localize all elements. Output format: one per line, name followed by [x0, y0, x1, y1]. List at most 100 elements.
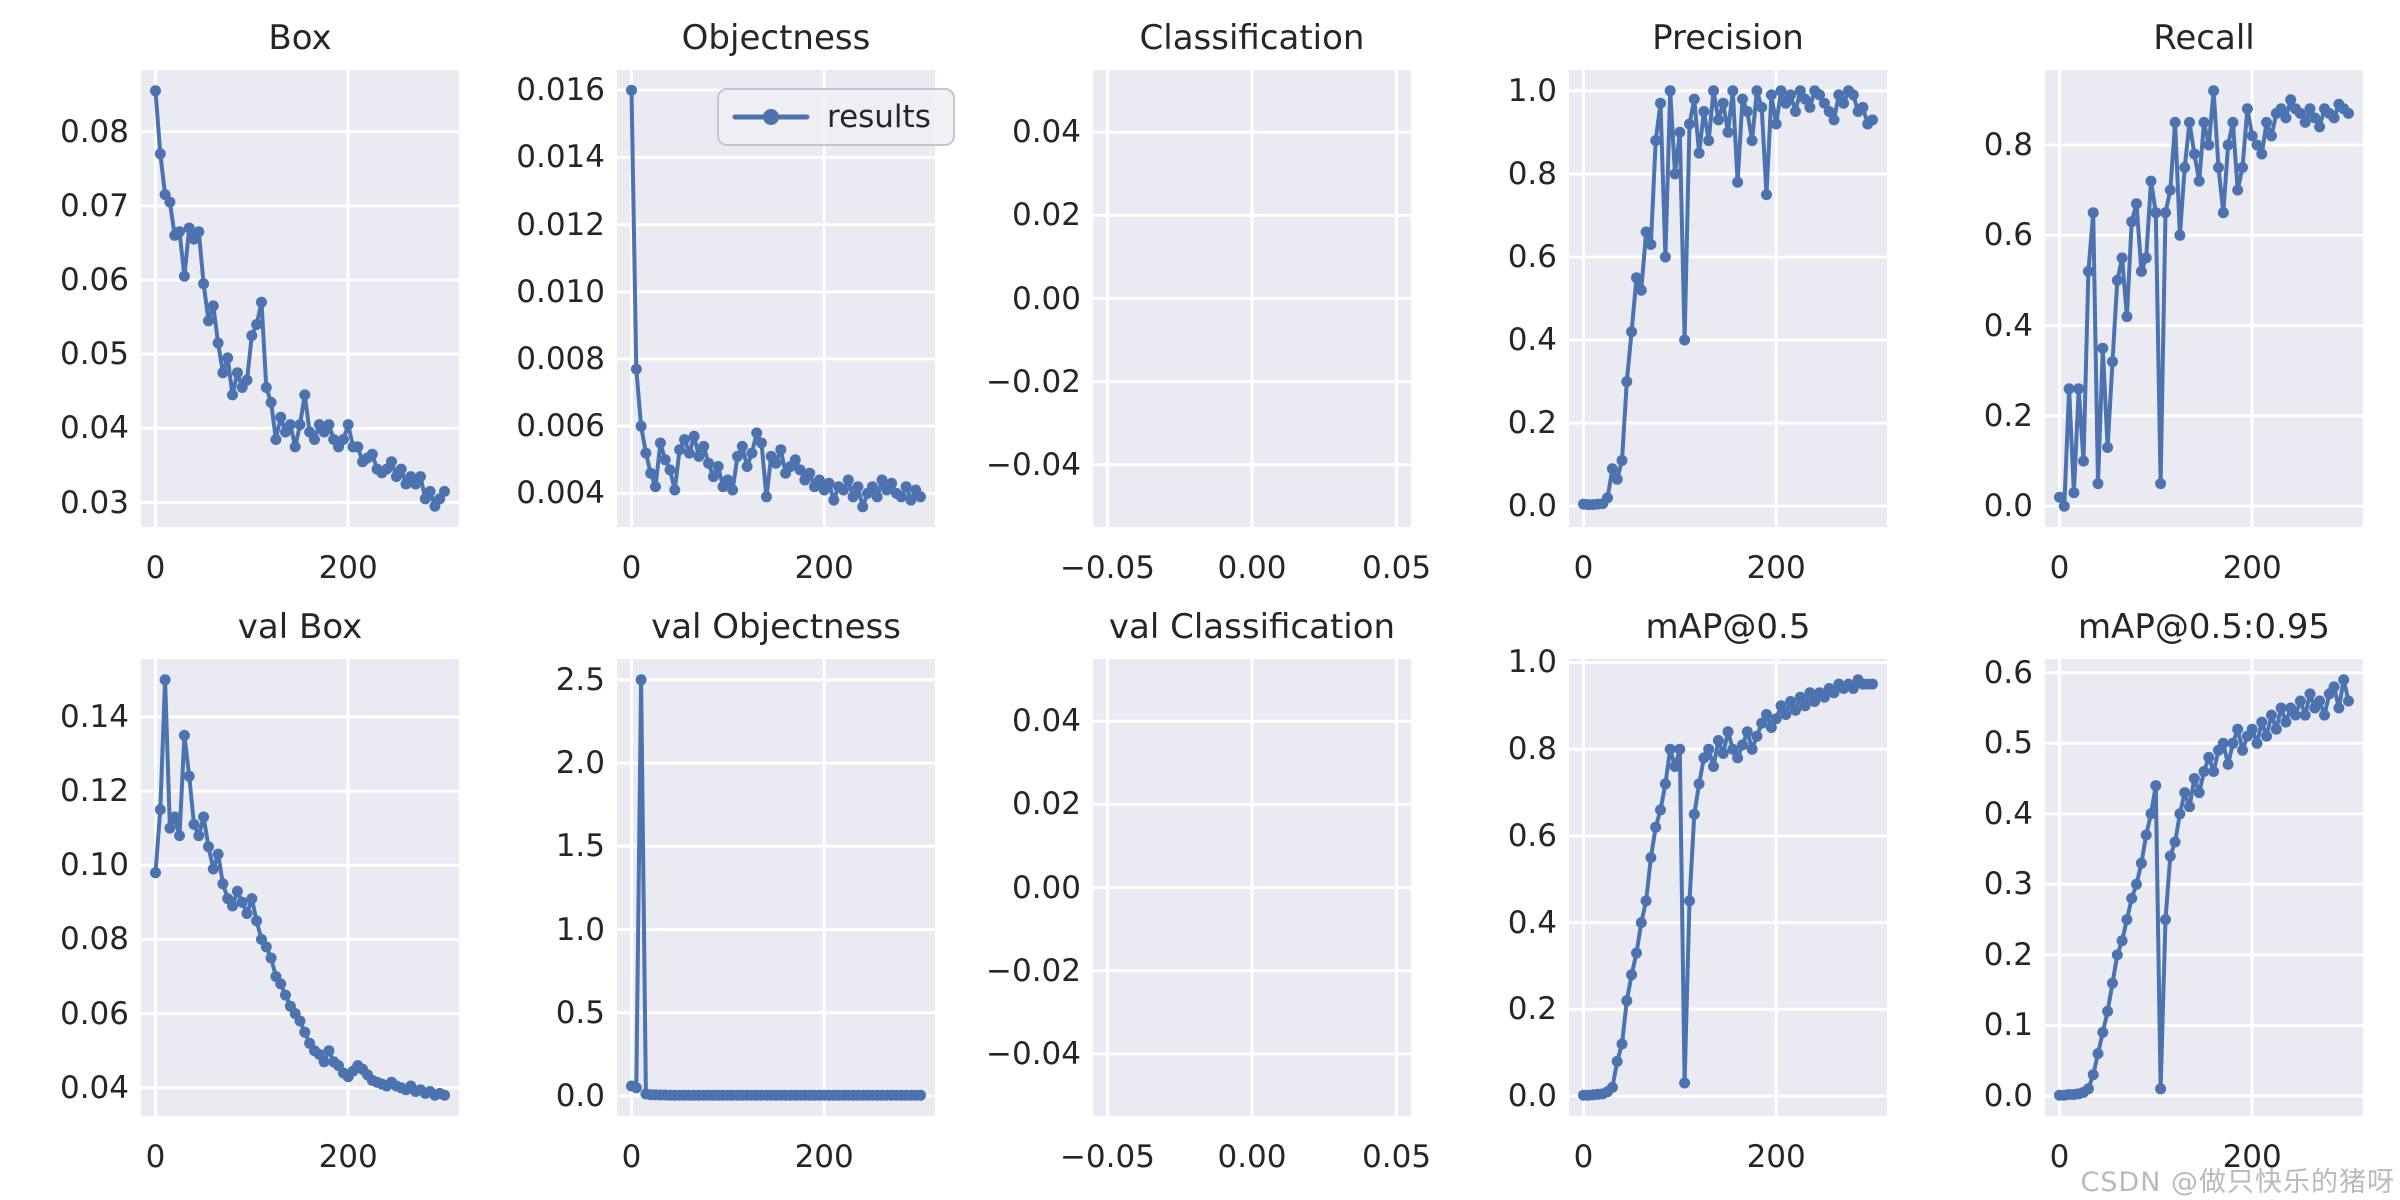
plot-title-map05095: mAP@0.5:0.95	[2077, 607, 2331, 647]
x-tick-label: 200	[2222, 1139, 2282, 1175]
x-tick-label: 200	[794, 550, 854, 586]
subplot-val-classification: val Classification −0.04 −0.02 0.00 0.02 0.04…	[986, 607, 1431, 1174]
y-tick-label: 2.0	[555, 745, 605, 782]
x-tick-label: 0	[2049, 1139, 2070, 1175]
y-tick-label: 0.14	[59, 698, 129, 735]
y-tick-label: 0.3	[1983, 866, 2033, 903]
y-tick-label: 0.04	[1011, 114, 1081, 151]
y-tick-label: 0.4	[1983, 795, 2033, 832]
subplot-precision: Precision 0.0 0.2 0.4 0.6 0.8 1.0 0 200	[1508, 18, 1887, 585]
x-tick-label: 200	[1746, 1139, 1806, 1175]
x-tick-label: 0	[2049, 550, 2070, 586]
y-tick-label: 0.1	[1983, 1007, 2033, 1044]
y-tick-label: 0.0	[1507, 1078, 1557, 1115]
x-tick-label: 0.05	[1362, 550, 1432, 586]
y-tick-label: 0.2	[1983, 936, 2033, 973]
plot-title-classification: Classification	[1139, 18, 1365, 58]
y-tick-label: 0.2	[1507, 405, 1557, 442]
x-tick-label: 0	[145, 550, 166, 586]
y-tick-label: 0.0	[1983, 1077, 2033, 1114]
plot-title-val-objectness: val Objectness	[651, 607, 901, 647]
y-tick-label: 0.02	[1011, 197, 1081, 234]
y-tick-label: 0.4	[1983, 307, 2033, 344]
y-tick-label: 0.0	[1983, 488, 2033, 525]
y-tick-label: 1.0	[555, 911, 605, 948]
y-tick-label: 0.4	[1507, 904, 1557, 941]
x-tick-label: −0.05	[1059, 550, 1155, 586]
plot-title-box: Box	[268, 18, 332, 58]
subplot-classification: Classification −0.04 −0.02 0.00 0.02 0.04 −0.0…	[986, 18, 1431, 585]
legend-label: results	[827, 99, 931, 135]
y-tick-label: −0.02	[986, 363, 1081, 400]
y-tick-label: 0.012	[516, 206, 605, 243]
plot-area-objectness	[617, 70, 935, 527]
subplot-recall: Recall 0.0 0.2 0.4 0.6 0.8 0 200	[1984, 18, 2363, 585]
x-tick-label: 0.00	[1217, 1139, 1287, 1175]
y-tick-label: 0.10	[59, 847, 129, 884]
x-tick-label: −0.05	[1059, 1139, 1155, 1175]
plot-area-val-box	[141, 659, 459, 1116]
plot-title-map05: mAP@0.5	[1645, 607, 1811, 647]
y-tick-label: 1.0	[1507, 644, 1557, 681]
legend-line-marker-icon	[732, 109, 810, 125]
x-tick-label: 0	[621, 550, 642, 586]
x-tick-label: 0	[1573, 550, 1594, 586]
y-tick-label: 0.0	[1507, 488, 1557, 525]
y-tick-label: 0.04	[59, 410, 129, 447]
plot-title-val-classification: val Classification	[1108, 607, 1396, 647]
y-tick-label: 0.07	[59, 187, 129, 224]
y-tick-label: 0.4	[1507, 322, 1557, 359]
plot-area-val-objectness	[617, 659, 935, 1116]
y-tick-label: 0.014	[516, 139, 605, 176]
y-tick-label: 0.6	[1507, 238, 1557, 275]
y-tick-label: 0.5	[555, 994, 605, 1031]
y-tick-label: 0.03	[59, 484, 129, 521]
plot-area-classification	[1093, 70, 1411, 527]
y-tick-label: 0.00	[1011, 869, 1081, 906]
plot-area-map05	[1569, 659, 1887, 1116]
y-tick-label: 0.02	[1011, 786, 1081, 823]
y-tick-label: 0.6	[1983, 217, 2033, 254]
plot-title-val-box: val Box	[237, 607, 363, 647]
x-tick-label: 0.05	[1362, 1139, 1432, 1175]
y-tick-label: 0.00	[1011, 280, 1081, 317]
y-tick-label: −0.04	[986, 1035, 1081, 1072]
y-tick-label: 0.08	[59, 113, 129, 150]
y-tick-label: 0.8	[1507, 731, 1557, 768]
plot-title-objectness: Objectness	[681, 18, 871, 58]
y-tick-label: 0.2	[1507, 991, 1557, 1028]
plot-area-precision	[1569, 70, 1887, 527]
subplot-val-box: val Box 0.04 0.06 0.08 0.10 0.12 0.14 0 200	[60, 607, 459, 1174]
x-tick-label: 200	[794, 1139, 854, 1175]
y-tick-label: 0.8	[1983, 126, 2033, 163]
y-tick-label: 0.016	[516, 72, 605, 109]
y-tick-label: 0.2	[1983, 397, 2033, 434]
y-tick-label: 0.010	[516, 273, 605, 310]
y-tick-label: 0.06	[59, 995, 129, 1032]
y-tick-label: 1.5	[555, 828, 605, 865]
y-tick-label: 0.5	[1983, 725, 2033, 762]
y-tick-label: 0.8	[1507, 155, 1557, 192]
plot-area-map05095	[2045, 659, 2363, 1116]
y-tick-label: 0.05	[59, 336, 129, 373]
subplot-map05095: mAP@0.5:0.95 0.0 0.1 0.2 0.3 0.4 0.5 0.6 0 200	[1984, 607, 2363, 1174]
y-tick-label: 0.6	[1983, 654, 2033, 691]
x-tick-label: 200	[1746, 550, 1806, 586]
x-tick-label: 200	[318, 1139, 378, 1175]
y-tick-label: 0.004	[516, 475, 605, 512]
x-tick-label: 200	[318, 550, 378, 586]
legend: results	[717, 88, 955, 146]
y-tick-label: 0.04	[59, 1069, 129, 1106]
y-tick-label: 0.12	[59, 773, 129, 810]
y-tick-label: −0.04	[986, 446, 1081, 483]
y-tick-label: 1.0	[1507, 72, 1557, 109]
y-tick-label: 0.06	[59, 261, 129, 298]
y-tick-label: 0.0	[555, 1078, 605, 1115]
y-tick-label: 0.08	[59, 921, 129, 958]
x-tick-label: 0.00	[1217, 550, 1287, 586]
y-tick-label: 2.5	[555, 661, 605, 698]
x-tick-label: 0	[1573, 1139, 1594, 1175]
y-tick-label: 0.006	[516, 408, 605, 445]
y-tick-label: 0.04	[1011, 703, 1081, 740]
